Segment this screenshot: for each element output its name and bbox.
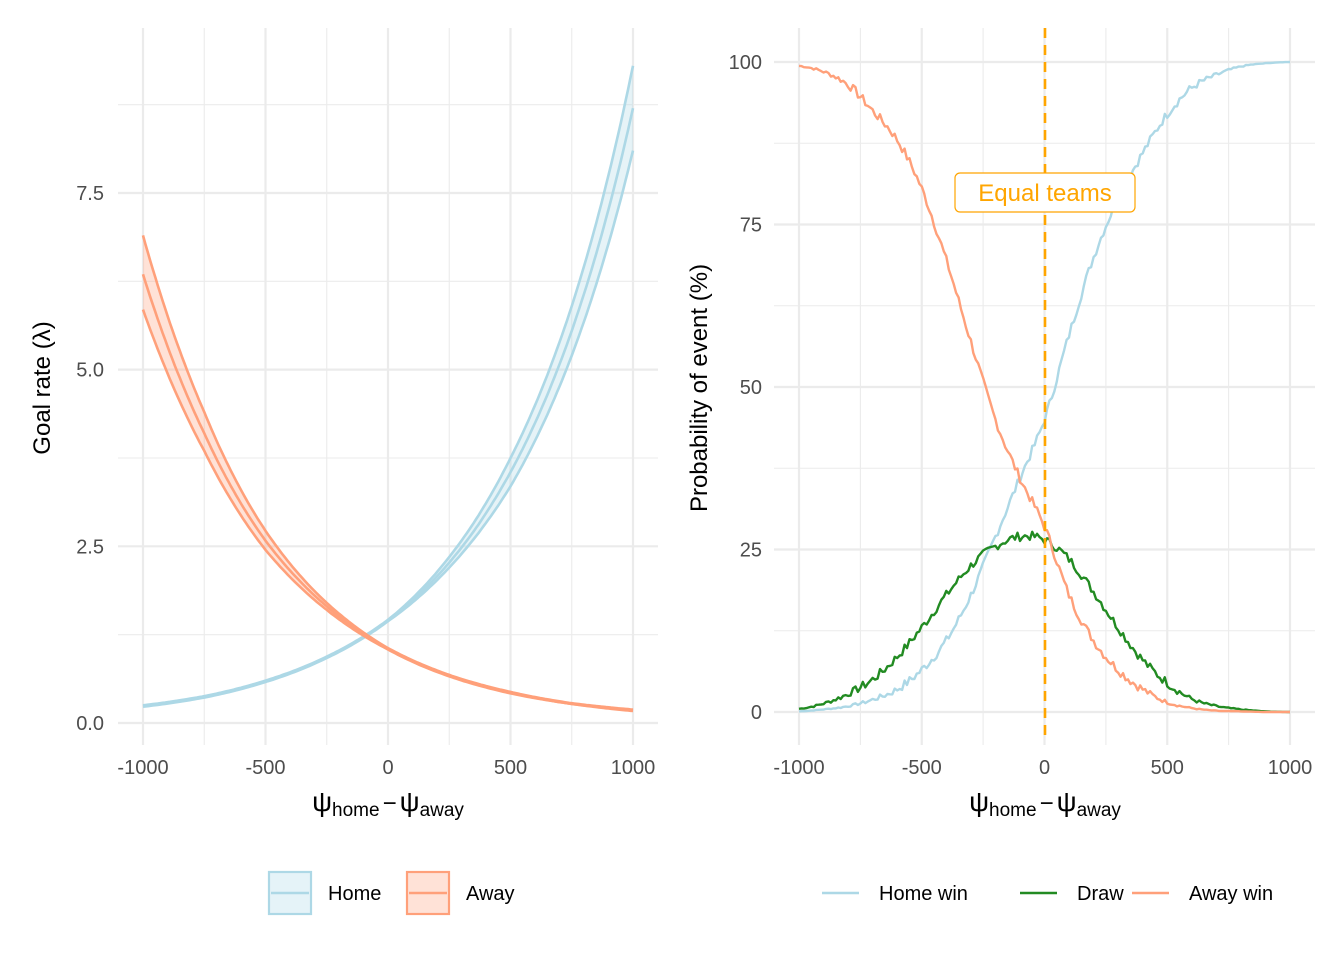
right-x-axis-title: ψhome − ψaway <box>969 786 1121 821</box>
left-y-axis-ticks: 0.0 2.5 5.0 7.5 <box>76 183 104 735</box>
right-legend: Home win Draw Away win <box>822 883 1273 905</box>
legend-item-draw: Draw <box>1020 883 1124 905</box>
legend-item-away: Away <box>405 870 515 916</box>
right-grid <box>774 28 1315 745</box>
y-tick-label: 7.5 <box>76 183 104 205</box>
y-tick-label: 2.5 <box>76 536 104 558</box>
equal-teams-label: Equal teams <box>954 172 1136 213</box>
left-grid <box>118 28 658 745</box>
y-tick-label: 50 <box>740 377 762 399</box>
right-y-axis-ticks: 0 25 50 75 100 <box>729 52 762 724</box>
legend-item-home: Home <box>267 870 381 916</box>
left-x-axis-title: ψhome − ψaway <box>312 786 464 821</box>
legend-label: Draw <box>1077 883 1124 905</box>
y-tick-label: 0.0 <box>76 713 104 735</box>
x-tick-label: 1000 <box>611 757 656 779</box>
equal-teams-text: Equal teams <box>978 180 1111 207</box>
line-away-upper <box>141 235 634 711</box>
y-tick-label: 5.0 <box>76 360 104 382</box>
legend-label: Away <box>466 883 515 905</box>
left-legend: Home Away <box>267 870 515 916</box>
y-tick-label: 100 <box>729 52 762 74</box>
right-panel-probability: Equal teams 0 25 50 75 100 -1000 -500 0 500 1000… <box>686 28 1315 905</box>
legend-item-away-win: Away win <box>1132 883 1273 905</box>
x-tick-label: -1000 <box>773 757 824 779</box>
x-tick-label: 500 <box>494 757 527 779</box>
x-tick-label: -1000 <box>117 757 168 779</box>
y-tick-label: 25 <box>740 540 762 562</box>
x-tick-label: 500 <box>1151 757 1184 779</box>
legend-label: Home win <box>879 883 968 905</box>
right-y-axis-title: Probability of event (%) <box>686 264 713 512</box>
left-lines <box>141 65 635 713</box>
line-home-upper <box>142 65 635 707</box>
x-tick-label: -500 <box>245 757 285 779</box>
left-panel-goal-rate: 0.0 2.5 5.0 7.5 -1000 -500 0 500 1000 Goal rate… <box>29 28 658 916</box>
x-tick-label: 0 <box>382 757 393 779</box>
x-tick-label: -500 <box>902 757 942 779</box>
legend-item-home-win: Home win <box>822 883 968 905</box>
legend-label: Away win <box>1189 883 1273 905</box>
x-tick-label: 0 <box>1039 757 1050 779</box>
right-x-axis-ticks: -1000 -500 0 500 1000 <box>773 757 1312 779</box>
left-x-axis-ticks: -1000 -500 0 500 1000 <box>117 757 655 779</box>
y-tick-label: 0 <box>751 702 762 724</box>
left-y-axis-title: Goal rate (λ) <box>29 321 56 454</box>
legend-label: Home <box>328 883 381 905</box>
y-tick-label: 75 <box>740 215 762 237</box>
x-tick-label: 1000 <box>1268 757 1313 779</box>
